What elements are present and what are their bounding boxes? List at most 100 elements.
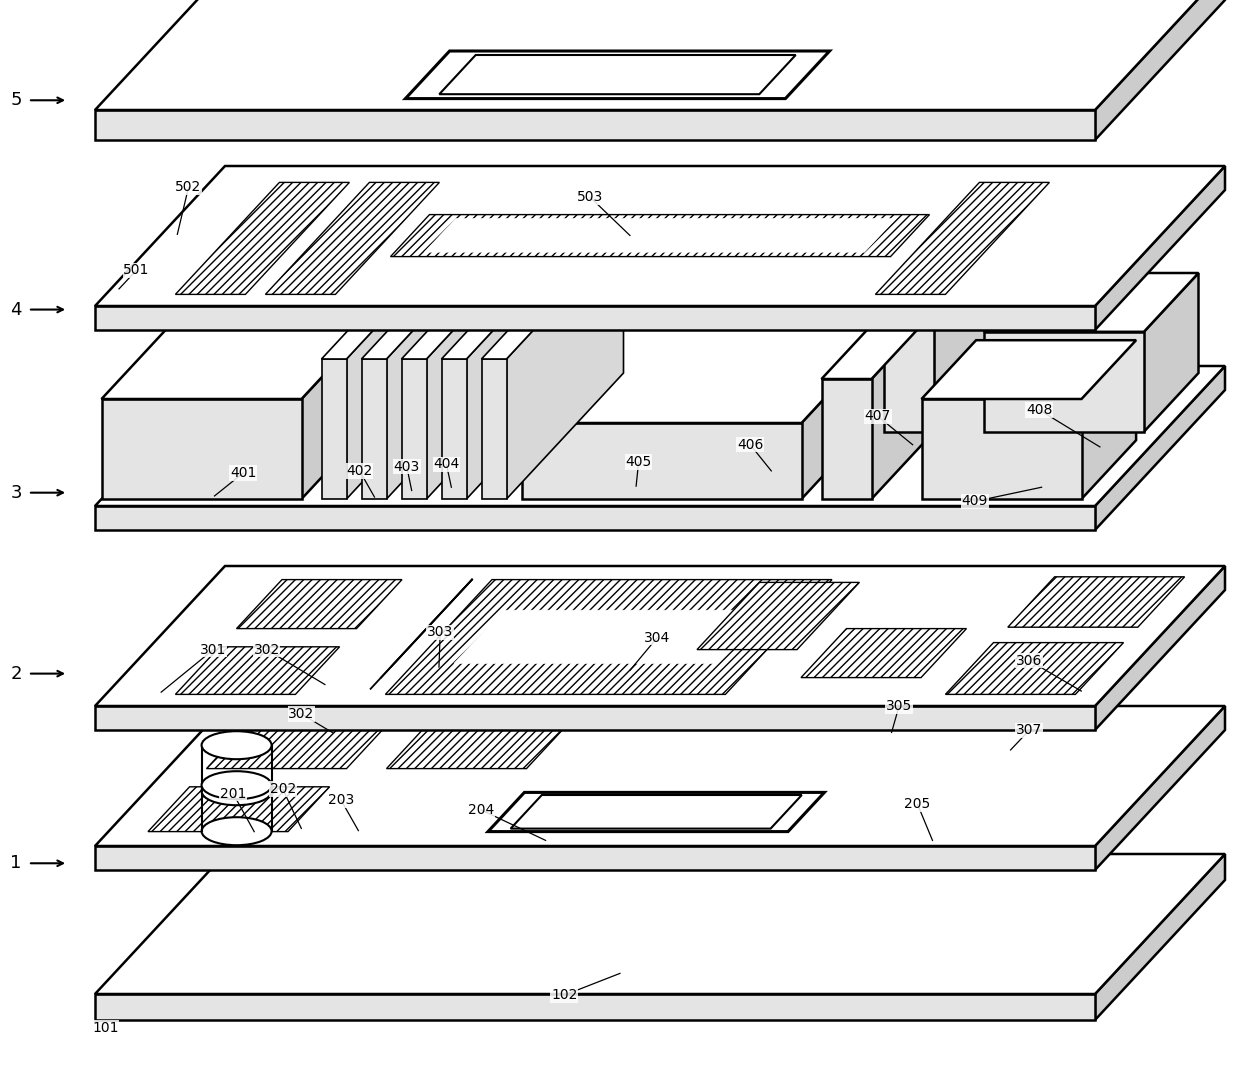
Polygon shape	[424, 219, 895, 252]
Polygon shape	[884, 253, 988, 312]
Polygon shape	[801, 629, 966, 678]
Polygon shape	[1008, 577, 1184, 627]
Polygon shape	[362, 233, 503, 359]
Text: 503: 503	[577, 191, 604, 204]
Polygon shape	[466, 233, 584, 499]
Polygon shape	[95, 366, 1225, 506]
Text: 301: 301	[200, 643, 227, 656]
Polygon shape	[441, 233, 584, 359]
Text: 406: 406	[737, 438, 764, 451]
Text: 102: 102	[551, 989, 578, 1002]
Ellipse shape	[202, 731, 272, 760]
Polygon shape	[362, 359, 387, 499]
Polygon shape	[321, 233, 464, 359]
Polygon shape	[148, 787, 330, 832]
Text: 404: 404	[433, 458, 460, 471]
Text: 202: 202	[269, 783, 296, 796]
Polygon shape	[1095, 706, 1225, 870]
Polygon shape	[822, 379, 872, 499]
Text: 2: 2	[10, 665, 22, 682]
Text: 5: 5	[10, 92, 22, 109]
Polygon shape	[95, 166, 1225, 306]
Polygon shape	[1095, 853, 1225, 1020]
Polygon shape	[346, 233, 464, 499]
Polygon shape	[387, 723, 569, 768]
Polygon shape	[175, 646, 340, 694]
Text: 402: 402	[346, 464, 373, 477]
Polygon shape	[95, 853, 1225, 994]
Polygon shape	[95, 566, 1225, 706]
Polygon shape	[265, 182, 439, 294]
Polygon shape	[427, 233, 543, 499]
Polygon shape	[402, 359, 427, 499]
Polygon shape	[321, 359, 346, 499]
Text: 307: 307	[1016, 724, 1043, 737]
Polygon shape	[983, 331, 1145, 432]
Text: 201: 201	[219, 787, 247, 800]
Text: 302: 302	[253, 643, 280, 656]
Ellipse shape	[202, 818, 272, 845]
Polygon shape	[391, 215, 930, 256]
Polygon shape	[481, 359, 506, 499]
Text: 403: 403	[393, 460, 420, 473]
Polygon shape	[95, 110, 1095, 140]
Text: 408: 408	[1025, 403, 1053, 416]
Polygon shape	[921, 399, 1081, 499]
Polygon shape	[1095, 0, 1225, 140]
Text: 306: 306	[1016, 654, 1043, 667]
Polygon shape	[1095, 166, 1225, 330]
Polygon shape	[387, 233, 503, 499]
Polygon shape	[102, 399, 301, 499]
Text: 204: 204	[467, 803, 495, 816]
Polygon shape	[95, 706, 1095, 730]
Polygon shape	[402, 233, 543, 359]
Polygon shape	[237, 580, 402, 629]
Polygon shape	[872, 320, 926, 499]
Polygon shape	[506, 233, 624, 499]
Text: 304: 304	[644, 631, 671, 644]
Polygon shape	[481, 233, 624, 359]
Text: 407: 407	[864, 410, 892, 423]
Polygon shape	[875, 182, 1049, 294]
Polygon shape	[95, 306, 1095, 330]
Polygon shape	[1095, 366, 1225, 530]
Text: 203: 203	[327, 794, 355, 807]
Polygon shape	[301, 272, 419, 499]
Polygon shape	[489, 792, 825, 832]
Polygon shape	[1145, 272, 1199, 432]
Polygon shape	[441, 359, 466, 499]
Polygon shape	[983, 272, 1199, 331]
Polygon shape	[522, 423, 801, 499]
Text: 4: 4	[10, 301, 22, 318]
Polygon shape	[207, 723, 389, 768]
Polygon shape	[1095, 566, 1225, 730]
Text: 502: 502	[175, 181, 202, 194]
Polygon shape	[95, 0, 1225, 110]
Polygon shape	[934, 253, 988, 432]
Polygon shape	[95, 506, 1095, 530]
Polygon shape	[405, 51, 830, 98]
Polygon shape	[522, 296, 919, 423]
Text: 303: 303	[427, 626, 454, 639]
Text: 501: 501	[123, 264, 150, 277]
Ellipse shape	[202, 772, 272, 799]
Polygon shape	[175, 182, 350, 294]
Text: 205: 205	[904, 798, 931, 811]
Polygon shape	[884, 312, 934, 432]
Polygon shape	[1081, 340, 1136, 499]
Text: 3: 3	[10, 484, 22, 501]
Polygon shape	[454, 610, 764, 664]
Polygon shape	[801, 296, 919, 499]
Polygon shape	[95, 994, 1095, 1020]
Polygon shape	[102, 272, 419, 399]
Polygon shape	[822, 320, 926, 379]
Polygon shape	[439, 54, 796, 94]
Polygon shape	[945, 643, 1123, 694]
Text: 302: 302	[288, 707, 315, 720]
Polygon shape	[386, 580, 832, 694]
Polygon shape	[511, 795, 802, 828]
Text: 101: 101	[92, 1021, 119, 1034]
Text: 1: 1	[10, 855, 21, 872]
Polygon shape	[95, 846, 1095, 870]
Polygon shape	[921, 340, 1136, 399]
